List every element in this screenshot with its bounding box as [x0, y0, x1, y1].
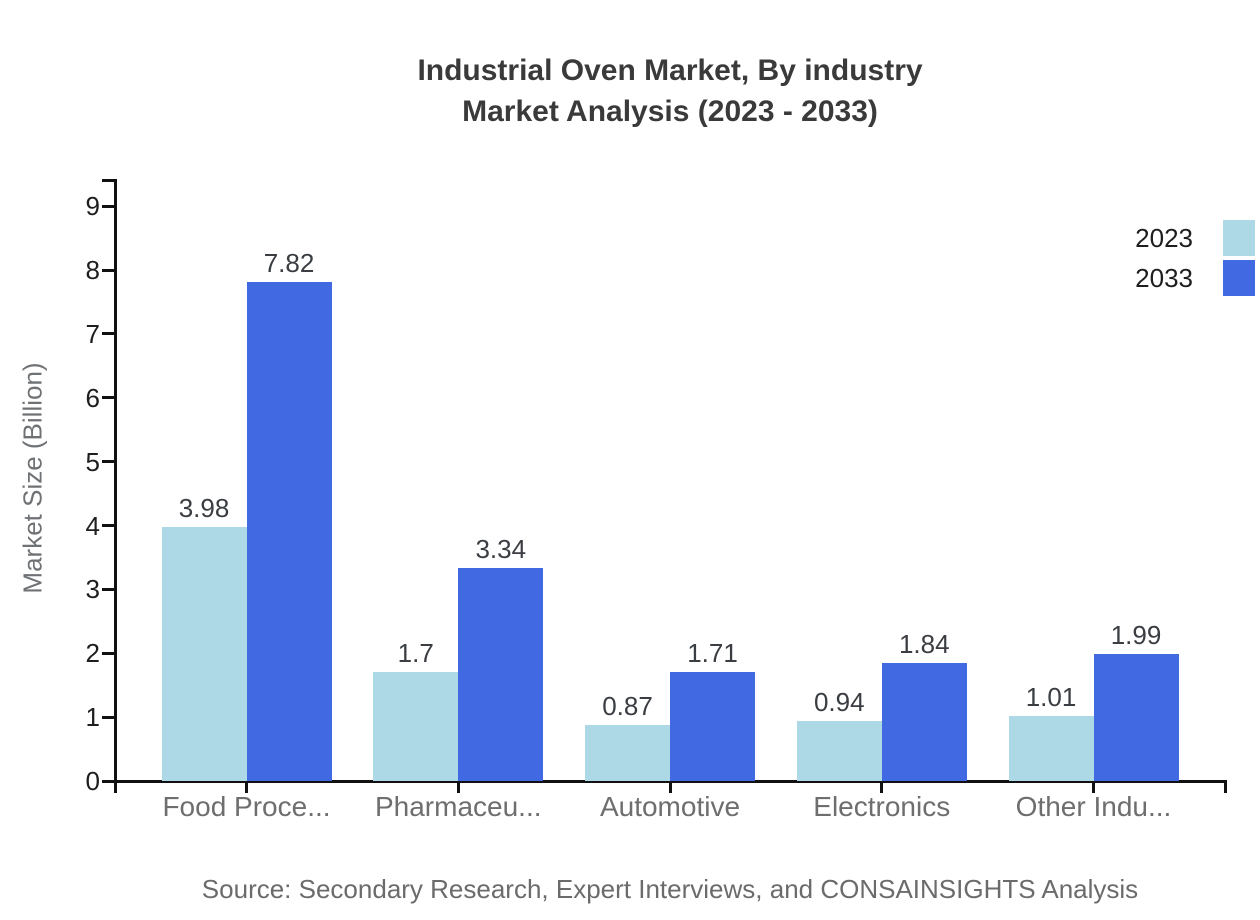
bar-2023-electronics — [796, 720, 882, 781]
value-label-2023-pharmaceu: 1.7 — [397, 638, 434, 669]
y-axis-tick — [102, 396, 115, 400]
y-axis-tick — [102, 651, 115, 655]
bar-2033-pharmaceu — [458, 567, 544, 781]
x-axis-tick — [245, 781, 248, 793]
category-label-electronics: Electronics — [813, 791, 951, 822]
y-axis-top-cap-tick — [102, 178, 115, 182]
x-axis-tick — [880, 781, 884, 793]
y-tick-label: 3 — [85, 574, 100, 605]
bar-2023-automotive — [585, 725, 670, 781]
y-axis-tick — [102, 524, 115, 528]
y-tick-label: 2 — [85, 638, 100, 669]
y-axis-tick — [102, 268, 115, 272]
y-axis-tick — [102, 332, 115, 336]
value-label-2033-automotive: 1.71 — [687, 637, 738, 668]
source-note: Source: Secondary Research, Expert Inter… — [201, 874, 1139, 904]
y-tick-label: 7 — [85, 318, 100, 349]
bar-2023-pharmaceu — [373, 672, 459, 781]
value-label-2033-pharmaceu: 3.34 — [475, 533, 527, 564]
y-tick-label: 9 — [85, 191, 100, 222]
y-tick-label: 5 — [85, 446, 100, 477]
bar-2033-automotive — [670, 671, 755, 781]
value-label-2023-food-proce: 3.98 — [178, 492, 230, 523]
y-axis-tick — [102, 204, 115, 208]
y-axis-tick — [102, 779, 115, 783]
value-label-2033-other-indu: 1.99 — [1110, 619, 1162, 650]
chart-title: Industrial Oven Market, By industry Mark… — [417, 50, 922, 132]
x-axis-tick — [668, 781, 672, 793]
x-axis-tick — [1092, 781, 1095, 793]
y-tick-label: 6 — [85, 382, 100, 413]
y-tick-label: 4 — [85, 510, 100, 541]
y-tick-label: 0 — [85, 766, 100, 796]
y-axis-tick — [102, 460, 115, 464]
x-axis-tick — [456, 781, 460, 793]
y-tick-label: 8 — [85, 255, 100, 286]
bar-2033-other-indu — [1093, 653, 1179, 781]
y-axis-line — [113, 178, 117, 793]
chart-title-line2: Market Analysis (2023 - 2033) — [462, 95, 878, 128]
category-label-food-proce: Food Proce... — [162, 791, 331, 822]
y-axis-tick — [102, 715, 115, 719]
value-label-2033-food-proce: 7.82 — [263, 247, 315, 278]
value-label-2033-electronics: 1.84 — [898, 629, 950, 660]
value-label-2023-automotive: 0.87 — [602, 691, 653, 722]
x-axis-tick — [1223, 781, 1227, 793]
bar-2023-other-indu — [1008, 716, 1094, 781]
value-label-2023-electronics: 0.94 — [813, 686, 865, 717]
category-label-pharmaceu: Pharmaceu... — [374, 791, 542, 822]
category-label-other-indu: Other Indu... — [1015, 791, 1172, 822]
y-tick-label: 1 — [85, 702, 100, 733]
category-label-automotive: Automotive — [599, 791, 741, 822]
bar-2033-electronics — [881, 663, 967, 781]
x-axis-tick — [113, 781, 117, 793]
value-label-2023-other-indu: 1.01 — [1025, 682, 1077, 713]
y-axis-tick — [102, 587, 115, 591]
bar-2033-food-proce — [246, 281, 332, 781]
chart-title-line1: Industrial Oven Market, By industry — [417, 54, 923, 87]
bar-2023-food-proce — [161, 526, 247, 781]
